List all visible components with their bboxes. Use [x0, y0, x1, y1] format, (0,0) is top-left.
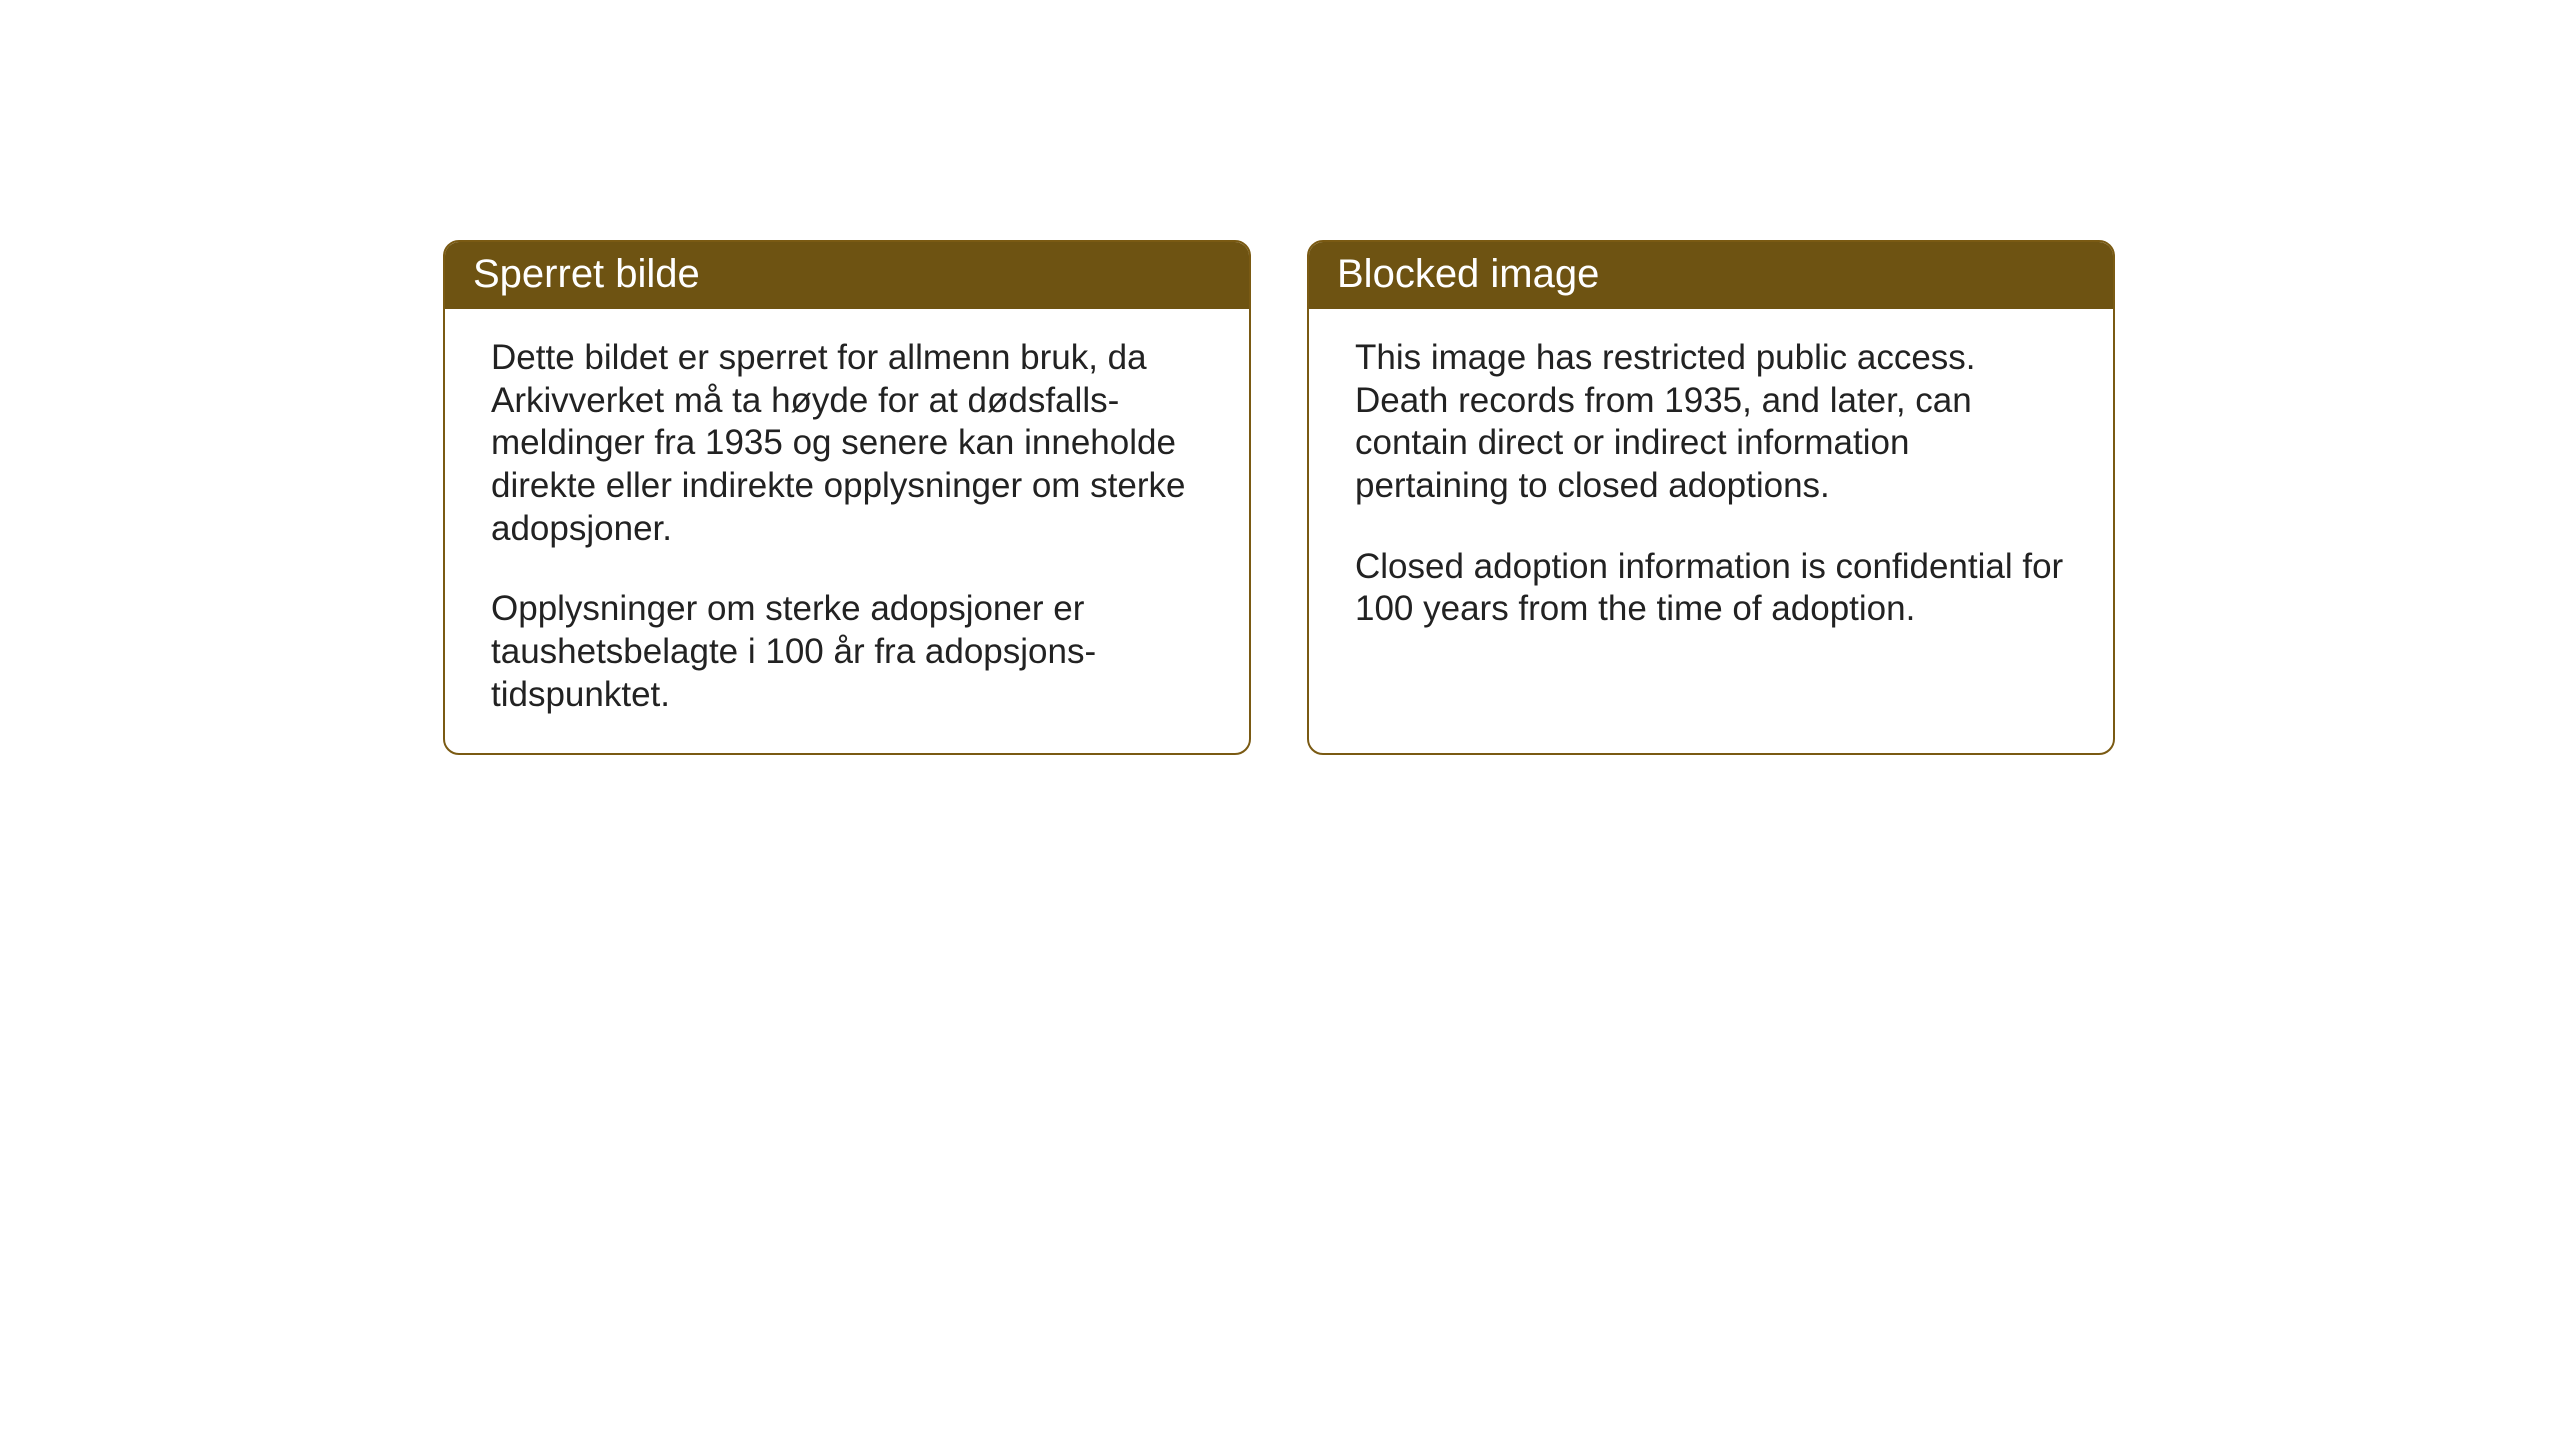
- notice-body: Dette bildet er sperret for allmenn bruk…: [445, 309, 1249, 753]
- notice-body: This image has restricted public access.…: [1309, 309, 2113, 667]
- notice-paragraph: This image has restricted public access.…: [1355, 337, 2071, 508]
- notice-paragraph: Closed adoption information is confident…: [1355, 546, 2071, 631]
- notice-paragraph: Dette bildet er sperret for allmenn bruk…: [491, 337, 1207, 550]
- notice-box-english: Blocked image This image has restricted …: [1307, 240, 2115, 755]
- notice-container: Sperret bilde Dette bildet er sperret fo…: [443, 240, 2115, 755]
- notice-header: Sperret bilde: [445, 242, 1249, 309]
- notice-box-norwegian: Sperret bilde Dette bildet er sperret fo…: [443, 240, 1251, 755]
- notice-paragraph: Opplysninger om sterke adopsjoner er tau…: [491, 588, 1207, 716]
- notice-header: Blocked image: [1309, 242, 2113, 309]
